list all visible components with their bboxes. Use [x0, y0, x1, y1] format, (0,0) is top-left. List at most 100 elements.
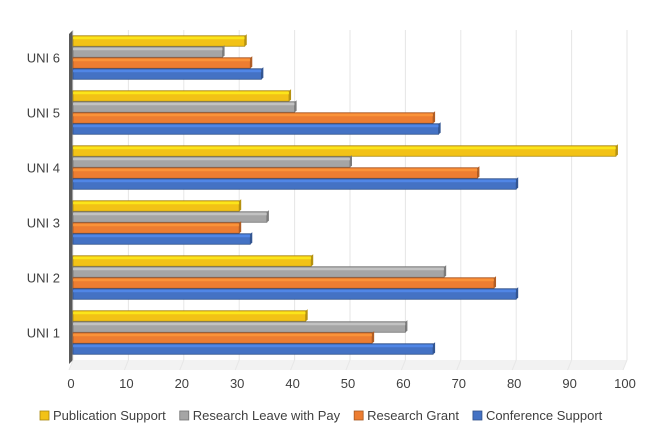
bar-end: [250, 232, 252, 244]
y-tick-label: UNI 5: [27, 106, 60, 121]
bar-highlight: [73, 158, 350, 161]
bar-research-grant-uni-6: [73, 56, 252, 68]
bar-highlight: [73, 268, 444, 271]
bar-end: [433, 111, 435, 123]
bar-highlight: [73, 103, 295, 106]
x-tick-label: 60: [396, 376, 410, 391]
y-tick-label: UNI 6: [27, 51, 60, 66]
bar-end: [350, 155, 352, 167]
bar-highlight: [73, 257, 311, 260]
bar-highlight: [73, 147, 616, 150]
legend-item: Conference Support: [473, 408, 603, 423]
bar-end: [289, 89, 291, 101]
y-tick-label: UNI 2: [27, 271, 60, 286]
y-tick-label: UNI 3: [27, 216, 60, 231]
bar-highlight: [73, 290, 516, 293]
bar-highlight: [73, 92, 289, 95]
bar-end: [444, 265, 446, 277]
bar-end: [477, 166, 479, 178]
bar-end: [311, 254, 313, 266]
bar-highlight: [73, 59, 250, 62]
chart-side-wall: [69, 30, 73, 364]
bar-end: [239, 221, 241, 233]
x-tick-label: 10: [119, 376, 133, 391]
legend-swatch: [473, 411, 482, 420]
bar-end: [372, 331, 374, 343]
bar-research-grant-uni-3: [73, 221, 241, 233]
bar-conference-support-uni-3: [73, 232, 252, 244]
bar-end: [516, 177, 518, 189]
bar-publication-support-uni-5: [73, 89, 291, 101]
bar-publication-support-uni-4: [73, 144, 618, 156]
y-tick-label: UNI 1: [27, 326, 60, 341]
bar-highlight: [73, 312, 306, 315]
bar-highlight: [73, 334, 372, 337]
legend: Publication Support Research Leave with P…: [40, 408, 603, 423]
bar-highlight: [73, 37, 245, 40]
bar-highlight: [73, 224, 239, 227]
bar-end: [405, 320, 407, 332]
legend-item: Research Grant: [354, 408, 459, 423]
legend-label: Research Grant: [367, 408, 459, 423]
bar-publication-support-uni-1: [73, 309, 308, 321]
x-tick-label: 0: [67, 376, 74, 391]
legend-label: Research Leave with Pay: [193, 408, 341, 423]
bar-conference-support-uni-6: [73, 67, 263, 79]
legend-item: Publication Support: [40, 408, 166, 423]
bar-research-leave-with-pay-uni-3: [73, 210, 269, 222]
x-tick-label: 100: [614, 376, 636, 391]
bar-publication-support-uni-2: [73, 254, 313, 266]
legend-item: Research Leave with Pay: [180, 408, 341, 423]
bar-highlight: [73, 235, 250, 238]
x-tick-label: 50: [341, 376, 355, 391]
x-tick-label: 30: [230, 376, 244, 391]
bar-highlight: [73, 323, 405, 326]
bar-end: [261, 67, 263, 79]
bar-highlight: [73, 180, 516, 183]
bar-end: [245, 34, 247, 46]
bar-highlight: [73, 169, 477, 172]
bar-end: [239, 199, 241, 211]
bar-end: [516, 287, 518, 299]
bar-research-grant-uni-1: [73, 331, 374, 343]
bar-end: [439, 122, 441, 134]
bar-research-grant-uni-2: [73, 276, 496, 288]
bar-highlight: [73, 279, 494, 282]
x-tick-label: 20: [175, 376, 189, 391]
bar-research-leave-with-pay-uni-6: [73, 45, 225, 57]
legend-label: Conference Support: [486, 408, 603, 423]
bar-end: [494, 276, 496, 288]
bar-highlight: [73, 70, 261, 73]
bar-end: [250, 56, 252, 68]
bar-publication-support-uni-6: [73, 34, 247, 46]
bar-end: [295, 100, 297, 112]
bar-research-leave-with-pay-uni-1: [73, 320, 407, 332]
bar-highlight: [73, 345, 433, 348]
bar-research-leave-with-pay-uni-4: [73, 155, 352, 167]
x-tick-label: 70: [452, 376, 466, 391]
bar-end: [433, 342, 435, 354]
legend-swatch: [40, 411, 49, 420]
bar-highlight: [73, 213, 267, 216]
bar-conference-support-uni-5: [73, 122, 441, 134]
bar-highlight: [73, 48, 223, 51]
bar-conference-support-uni-4: [73, 177, 518, 189]
legend-swatch: [180, 411, 189, 420]
bar-end: [306, 309, 308, 321]
legend-swatch: [354, 411, 363, 420]
bar-research-grant-uni-4: [73, 166, 479, 178]
y-tick-label: UNI 4: [27, 161, 60, 176]
x-tick-label: 90: [562, 376, 576, 391]
bar-highlight: [73, 202, 239, 205]
bar-publication-support-uni-3: [73, 199, 241, 211]
legend-label: Publication Support: [53, 408, 166, 423]
bar-research-leave-with-pay-uni-5: [73, 100, 297, 112]
bar-research-grant-uni-5: [73, 111, 435, 123]
bar-end: [267, 210, 269, 222]
x-tick-label: 40: [285, 376, 299, 391]
bar-end: [616, 144, 618, 156]
bar-highlight: [73, 114, 433, 117]
x-tick-label: 80: [507, 376, 521, 391]
bar-highlight: [73, 125, 439, 128]
